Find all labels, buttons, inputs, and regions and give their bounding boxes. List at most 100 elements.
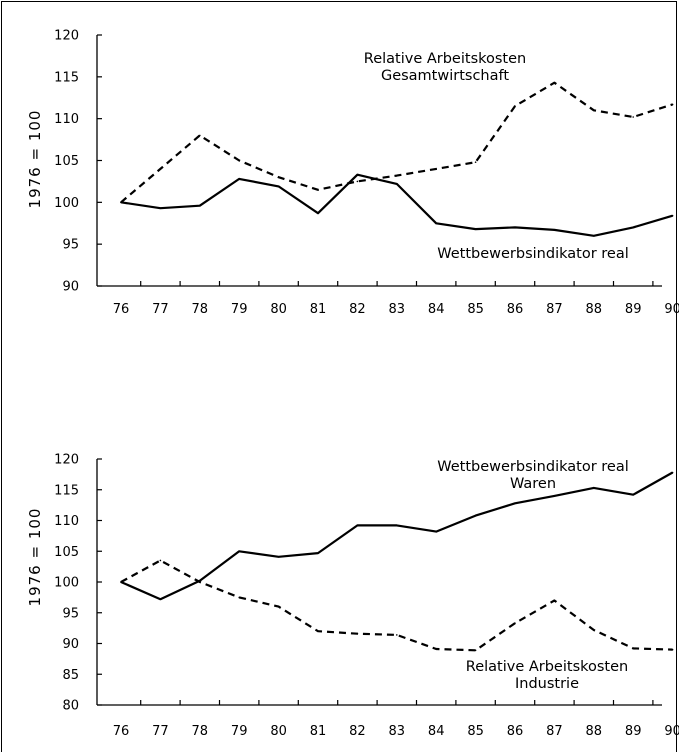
- chart2-series-1-point-89: [632, 493, 634, 496]
- chart1-series-2-point-81: [317, 212, 319, 215]
- chart1-series-1-point-87: [553, 81, 556, 84]
- chart2-series-1-line: [120, 471, 674, 601]
- chart1-y-tick-label-95: 95: [62, 238, 79, 253]
- chart1-x-tick-label-90: 90: [664, 302, 679, 317]
- chart2-series-2-point-86: [514, 622, 516, 625]
- chart2-x-tick-label-78: 78: [192, 724, 209, 739]
- chart2-series-1-point-80: [277, 555, 280, 558]
- chart2-y-axis-title: 1976 = 100: [26, 508, 44, 607]
- chart1-annotation-2-line-1: Wettbewerbsindikator real: [437, 246, 629, 262]
- chart2-y-tick-label-85: 85: [62, 668, 79, 683]
- chart1-x-tick-label-83: 83: [389, 302, 406, 317]
- chart1-series-2-point-82: [356, 173, 359, 176]
- chart2-series-2-point-76: [120, 581, 122, 583]
- chart1-series-1-point-90: [671, 103, 674, 106]
- chart2-series-1-point-86: [514, 502, 516, 505]
- chart1-series-2-point-76: [120, 201, 122, 204]
- chart2-y-tick-label-115: 115: [54, 483, 79, 498]
- chart1-x-tick-label-86: 86: [507, 302, 524, 317]
- chart1-series-2-point-87: [553, 229, 556, 231]
- chart2-y-tick-label-95: 95: [62, 606, 79, 621]
- chart1-series-1-point-81: [317, 188, 319, 191]
- chart2-x-tick-label-85: 85: [467, 724, 484, 739]
- chart2-x-tick-label-79: 79: [231, 724, 248, 739]
- chart1-x-tick-label-79: 79: [231, 302, 248, 317]
- chart2-series-1-point-87: [553, 495, 556, 497]
- chart2-x-tick-label-77: 77: [152, 724, 169, 739]
- chart1-series-2-point-78: [199, 204, 201, 207]
- chart2-x-tick-label-83: 83: [389, 724, 406, 739]
- chart2-x-tick-label-82: 82: [349, 724, 366, 739]
- chart2-x-tick-label-84: 84: [428, 724, 445, 739]
- chart1-x-tick-label-85: 85: [467, 302, 484, 317]
- chart2-series-1-point-83: [396, 524, 398, 527]
- chart2-series-1-point-81: [317, 552, 319, 554]
- chart2-series-2-point-88: [593, 629, 595, 631]
- chart1-series-2-point-89: [632, 226, 634, 229]
- chart2-series-1-point-82: [356, 524, 359, 527]
- chart1-y-tick-label-105: 105: [54, 154, 79, 169]
- chart2-series-2-point-90: [671, 648, 674, 651]
- chart2-series-2-point-81: [317, 630, 319, 632]
- chart2-series-1-point-90: [671, 471, 674, 474]
- chart2-series-2-point-82: [356, 632, 359, 635]
- chart1-annotation-1-line-2: Gesamtwirtschaft: [381, 68, 509, 84]
- chart2-x-tick-label-80: 80: [270, 724, 287, 739]
- chart1-series-2-point-90: [671, 214, 674, 217]
- chart2-y-tick-label-105: 105: [54, 545, 79, 560]
- chart1-series-1-point-82: [356, 180, 359, 183]
- chart1-series-1-point-84: [435, 168, 438, 170]
- chart2-y-tick-label-120: 120: [54, 453, 79, 468]
- chart1-series-2-point-85: [474, 228, 477, 230]
- chart2-series-2-point-79: [238, 596, 240, 599]
- chart1-x-tick-label-80: 80: [270, 302, 287, 317]
- chart1-series-1-point-77: [159, 168, 162, 170]
- chart2-y-tick-label-110: 110: [54, 514, 79, 529]
- chart2-series-1-point-85: [474, 514, 477, 517]
- chart1-series-1-point-88: [593, 109, 595, 112]
- chart1-series-1-point-78: [199, 134, 201, 137]
- chart2-y-tick-label-90: 90: [62, 637, 79, 652]
- chart2-series-2-point-85: [474, 649, 477, 652]
- chart1-x-tick-label-89: 89: [625, 302, 642, 317]
- chart1-series-2-point-86: [514, 226, 516, 229]
- chart2-series-1-point-84: [435, 530, 438, 533]
- chart2-annotation-2-line-2: Industrie: [515, 676, 579, 692]
- chart1-x-tick-label-84: 84: [428, 302, 445, 317]
- chart1-annotation-1-line-1: Relative Arbeitskosten: [364, 51, 526, 67]
- chart2-series-2-point-78: [199, 581, 201, 583]
- chart1-x-tick-label-82: 82: [349, 302, 366, 317]
- chart1-series-1-point-80: [277, 176, 280, 179]
- chart1-x-tick-label-88: 88: [586, 302, 603, 317]
- chart2-x-tick-label-87: 87: [546, 724, 563, 739]
- chart1-series-2-point-83: [396, 183, 398, 185]
- chart1-series-1-point-85: [474, 161, 477, 163]
- chart2-series-1-point-79: [238, 550, 240, 553]
- chart1-x-tick-label-78: 78: [192, 302, 209, 317]
- chart2-x-tick-label-76: 76: [113, 724, 130, 739]
- chart2-annotation-1-line-1: Wettbewerbsindikator real: [437, 459, 629, 475]
- chart2-series-2-point-89: [632, 647, 634, 650]
- chart2-annotation-1-line-2: Waren: [510, 476, 556, 492]
- chart2-y-tick-label-80: 80: [62, 699, 79, 714]
- chart2-series-2-point-77: [159, 559, 162, 562]
- chart2-series-2-point-87: [553, 599, 556, 602]
- chart1-series-1-point-79: [238, 159, 240, 162]
- chart1-y-tick-label-110: 110: [54, 112, 79, 127]
- chart2-x-tick-label-88: 88: [586, 724, 603, 739]
- chart2-annotation-2-line-1: Relative Arbeitskosten: [466, 659, 628, 675]
- chart1-y-tick-label-115: 115: [54, 70, 79, 85]
- chart2-series-2-line: [120, 559, 673, 652]
- chart1-x-tick-label-87: 87: [546, 302, 563, 317]
- chart1-series-1-point-83: [396, 174, 398, 177]
- chart1-x-tick-label-77: 77: [152, 302, 169, 317]
- chart1-x-tick-label-81: 81: [310, 302, 327, 317]
- chart2-x-tick-label-86: 86: [507, 724, 524, 739]
- chart1-series-2-point-79: [238, 178, 240, 180]
- chart2-series-1-point-77: [159, 598, 162, 601]
- chart1-series-2-point-88: [593, 235, 595, 237]
- chart2-series-2-point-84: [435, 648, 438, 650]
- chart2-x-tick-label-81: 81: [310, 724, 327, 739]
